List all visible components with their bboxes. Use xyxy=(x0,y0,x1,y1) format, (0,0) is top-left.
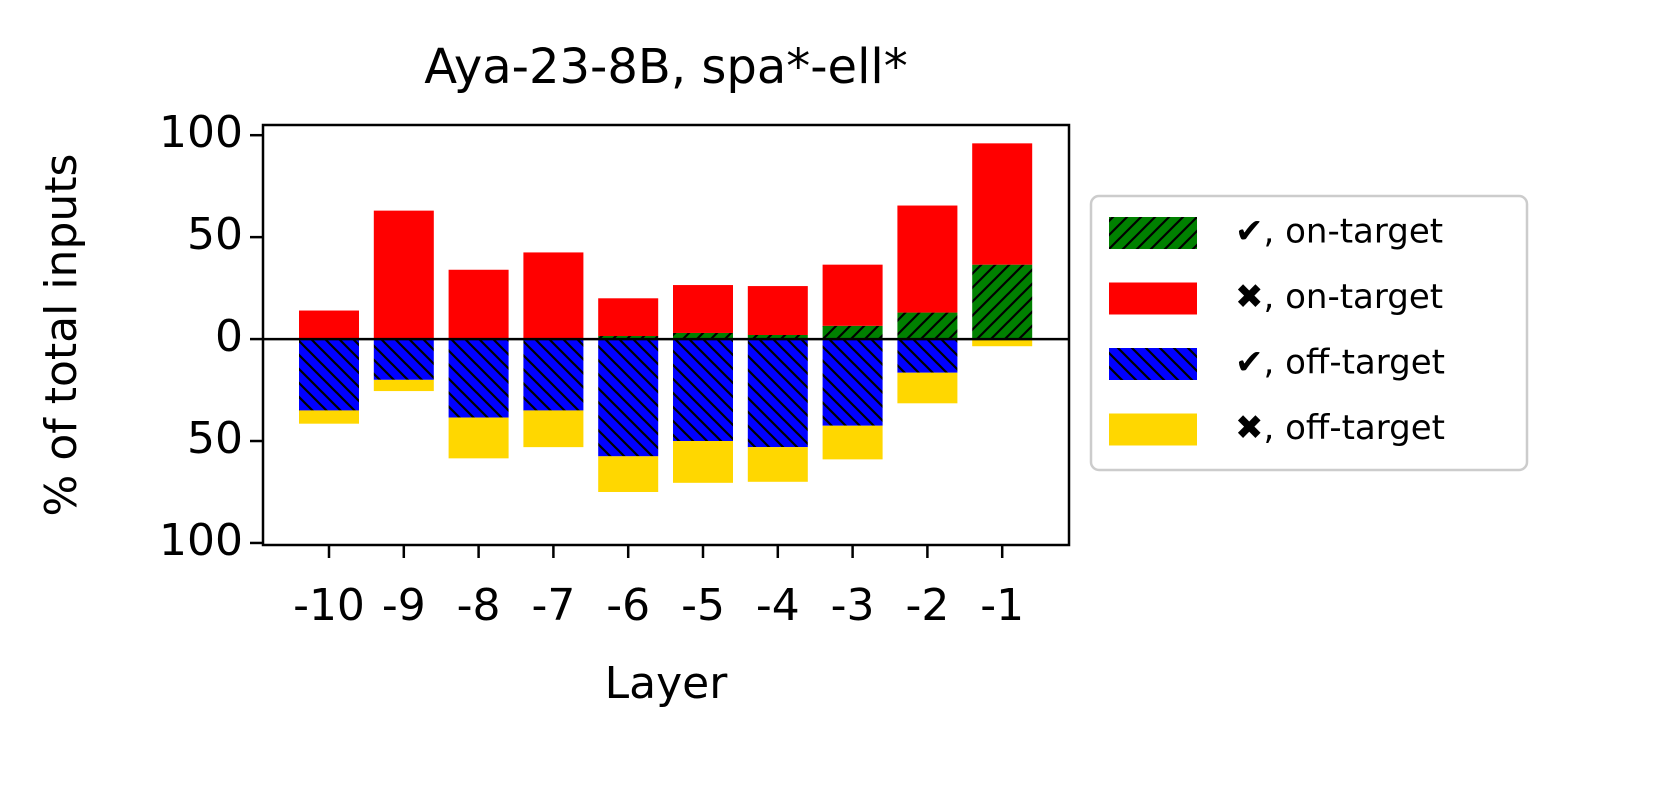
bar xyxy=(673,332,733,340)
y-tick-label: 100 xyxy=(159,515,243,566)
bar xyxy=(523,410,584,448)
y-tick-label: 0 xyxy=(215,311,243,362)
x-axis-label: Layer xyxy=(605,658,729,709)
bar xyxy=(822,425,883,460)
legend-swatch xyxy=(1109,217,1197,249)
bar xyxy=(897,339,958,373)
bar xyxy=(299,410,359,424)
bar xyxy=(972,339,1033,347)
bar xyxy=(373,339,434,380)
bar xyxy=(822,325,883,340)
bar xyxy=(972,264,1033,340)
bar xyxy=(897,372,958,404)
bar xyxy=(747,339,808,448)
bar xyxy=(448,269,509,340)
y-tick-label: 50 xyxy=(187,413,243,464)
x-tick-label: -5 xyxy=(681,580,725,631)
legend xyxy=(1089,194,1529,472)
chart-title: Aya-23-8B, spa*-ell* xyxy=(424,39,908,95)
bar xyxy=(673,339,733,442)
bar xyxy=(448,339,509,418)
legend-swatch xyxy=(1109,282,1197,315)
legend-label: ✖, off-target xyxy=(1235,408,1445,448)
bar xyxy=(299,310,359,340)
x-tick-label: -2 xyxy=(905,580,949,631)
bar xyxy=(523,339,584,411)
x-tick-label: -3 xyxy=(831,580,875,631)
bar xyxy=(598,336,659,340)
x-tick-label: -7 xyxy=(531,580,575,631)
bar xyxy=(897,205,958,313)
y-tick-label: 100 xyxy=(159,107,243,158)
bar xyxy=(598,339,659,457)
bar xyxy=(598,298,659,337)
bar xyxy=(299,339,359,411)
legend-label: ✖, on-target xyxy=(1235,277,1443,317)
x-tick-label: -10 xyxy=(293,580,365,631)
bar xyxy=(598,456,659,492)
bar xyxy=(673,285,733,333)
x-tick-label: -8 xyxy=(457,580,501,631)
bar xyxy=(747,447,808,482)
bar xyxy=(523,252,584,340)
bar xyxy=(747,335,808,340)
legend-label: ✔, on-target xyxy=(1235,212,1443,252)
axes-frame xyxy=(261,123,1071,547)
bar xyxy=(972,143,1033,265)
plot-area xyxy=(263,143,1069,492)
bar xyxy=(373,379,434,392)
legend-swatch xyxy=(1109,413,1197,446)
bar xyxy=(822,264,883,326)
y-tick-label: 50 xyxy=(187,209,243,260)
x-tick-label: -1 xyxy=(980,580,1024,631)
bar xyxy=(448,417,509,459)
y-axis-label: % of total inputs xyxy=(36,154,87,517)
legend-label: ✔, off-target xyxy=(1235,343,1445,383)
bar xyxy=(822,339,883,426)
legend-swatch xyxy=(1109,348,1197,380)
bar xyxy=(373,210,434,340)
x-tick-label: -6 xyxy=(606,580,650,631)
bar xyxy=(673,441,733,483)
x-tick-label: -9 xyxy=(382,580,426,631)
x-tick-label: -4 xyxy=(756,580,800,631)
bar xyxy=(747,286,808,335)
bar xyxy=(897,312,958,340)
